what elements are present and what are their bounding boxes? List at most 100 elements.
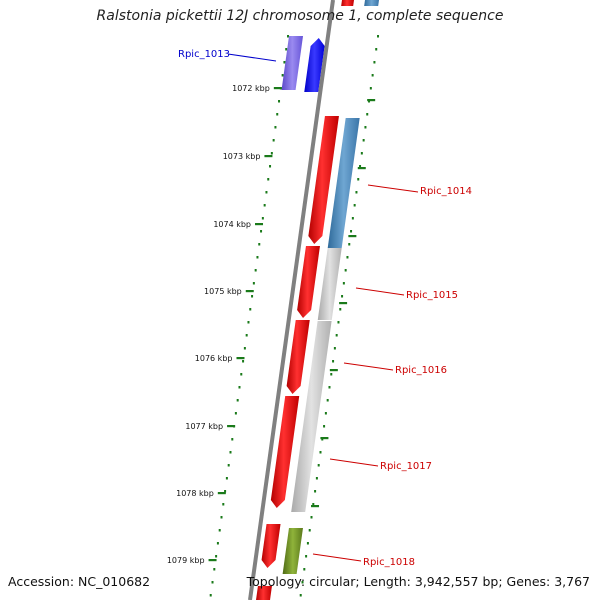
tick-mark	[245, 290, 254, 293]
left-track-dot	[247, 321, 250, 324]
right-track-dot	[346, 256, 349, 259]
tick-label: 1076 kbp	[195, 354, 233, 363]
right-track-dot	[348, 243, 351, 246]
left-track-dot	[240, 373, 243, 376]
gene-leader-line	[329, 458, 379, 467]
right-track-dot	[368, 100, 371, 103]
left-track-dot	[263, 204, 266, 207]
right-track-dot	[321, 438, 324, 441]
right-track-dot	[326, 399, 329, 402]
axis-ticks: 1072 kbp 1073 kbp 1074 kbp 1075 kbp 1076 kbp…	[167, 84, 376, 565]
topology-text: Topology: circular; Length: 3,942,557 bp…	[246, 574, 590, 589]
right-track-dot	[355, 191, 358, 194]
tick-mark	[236, 357, 245, 360]
left-track-dot	[276, 113, 279, 116]
left-track-dot	[252, 282, 255, 285]
left-track-dot	[258, 243, 261, 246]
left-track-dot	[238, 386, 241, 389]
left-track-dot	[267, 178, 270, 181]
right-track-dot	[366, 113, 369, 116]
left-track-dot	[224, 490, 227, 493]
left-track-dot	[234, 412, 237, 415]
tick-mark	[217, 492, 226, 495]
right-track-dot	[301, 581, 304, 584]
left-track-dot	[220, 516, 223, 519]
left-track-dot	[211, 581, 214, 584]
left-track-dot	[242, 360, 245, 363]
left-track-dot	[281, 74, 284, 77]
left-track-dot	[256, 256, 259, 259]
right-track-dot	[308, 529, 311, 532]
left-track-dot	[231, 438, 234, 441]
right-track-dot	[341, 295, 344, 298]
right-track-dot	[359, 165, 362, 168]
gene-arrow	[327, 118, 360, 248]
tick-mark	[227, 425, 236, 428]
right-track-dot	[373, 61, 376, 64]
right-track-dot	[312, 503, 315, 506]
right-track-dot	[324, 412, 327, 415]
tick-label: 1072 kbp	[232, 84, 270, 93]
left-track-dot	[254, 269, 257, 272]
gene-arrow	[364, 0, 379, 6]
left-track-dot	[209, 594, 212, 597]
left-track-dot	[287, 35, 290, 38]
right-track-dot	[303, 568, 306, 571]
gene-labels: Rpic_1013 Rpic_1014 Rpic_1015 Rpic_1016 Rpic…	[178, 49, 472, 568]
left-track-dot	[245, 334, 248, 337]
tick-mark	[367, 99, 376, 102]
left-track-dot	[222, 503, 225, 506]
left-track-dot	[265, 191, 268, 194]
left-track-dot	[236, 399, 239, 402]
gene-arrow	[308, 116, 339, 244]
right-track-dot	[353, 204, 356, 207]
right-track-dot	[339, 308, 342, 311]
left-track-dot	[269, 165, 272, 168]
right-track-dot	[350, 230, 353, 233]
gene-label: Rpic_1013	[178, 49, 230, 60]
left-track-dot	[227, 464, 230, 467]
tick-mark	[329, 369, 338, 372]
gene-arrow	[282, 528, 303, 574]
right-track-dot	[364, 126, 367, 129]
gene-arrow	[270, 396, 300, 508]
left-track-dot	[285, 48, 288, 51]
left-track-dot	[251, 295, 254, 298]
right-track-dot	[310, 516, 313, 519]
tick-mark	[208, 559, 217, 562]
tick-label: 1079 kbp	[167, 556, 205, 565]
right-track-dot	[299, 594, 302, 597]
right-track-dot	[351, 217, 354, 220]
right-track-dot	[323, 425, 326, 428]
gene-leader-line	[343, 362, 394, 371]
tick-mark	[273, 87, 282, 90]
left-track-dot	[261, 217, 264, 220]
gene-label: Rpic_1017	[380, 461, 432, 472]
left-track-dot	[218, 529, 221, 532]
gene-arrow	[304, 38, 325, 92]
right-track-dot	[344, 269, 347, 272]
right-track-dot	[317, 464, 320, 467]
right-track-dot	[330, 373, 333, 376]
right-track-dot	[375, 48, 378, 51]
right-track-dot	[328, 386, 331, 389]
tick-mark	[339, 302, 348, 305]
gene-leader-line	[312, 553, 362, 562]
gene-arrow	[297, 246, 320, 318]
gene-leader-line	[227, 53, 277, 62]
gene-arrow	[317, 248, 342, 320]
left-track-dot	[249, 308, 252, 311]
right-track-dot	[333, 347, 336, 350]
tick-label: 1075 kbp	[204, 287, 242, 296]
accession-text: Accession: NC_010682	[8, 574, 151, 589]
right-track-dot	[335, 334, 338, 337]
left-track-dot	[213, 568, 216, 571]
left-track-dot	[272, 139, 275, 142]
right-track-dot	[371, 74, 374, 77]
right-track-dot	[315, 477, 318, 480]
dotted-tracks	[209, 35, 380, 597]
left-track-dot	[260, 230, 263, 233]
left-track-dot	[278, 100, 281, 103]
right-track-dot	[342, 282, 345, 285]
